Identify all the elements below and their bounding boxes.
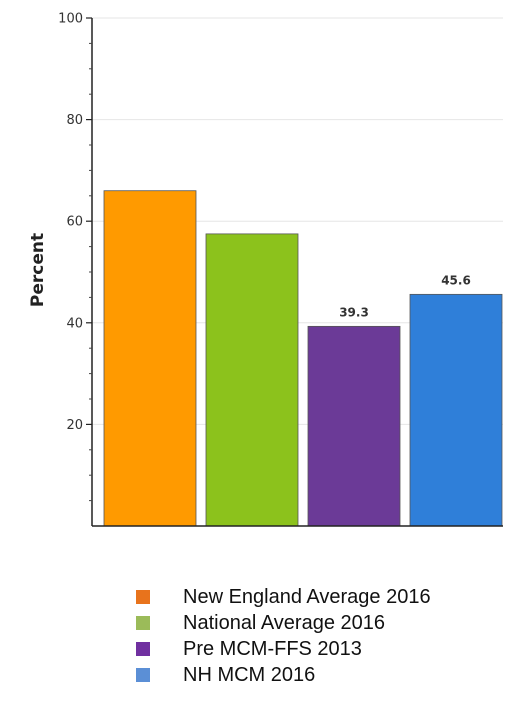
y-axis-ticks: 20 40 60 80 100 xyxy=(58,12,92,502)
bars xyxy=(103,190,503,527)
data-labels: 39.3 45.6 xyxy=(339,273,471,319)
y-tick-label: 100 xyxy=(58,12,83,27)
legend-item: New England Average 2016 xyxy=(136,584,431,610)
bar xyxy=(205,233,299,527)
legend-swatch xyxy=(136,642,150,656)
y-tick-label: 40 xyxy=(66,316,83,331)
y-axis-label: Percent xyxy=(28,233,48,307)
legend-item: Pre MCM-FFS 2013 xyxy=(136,636,431,662)
y-tick-label: 80 xyxy=(66,113,83,128)
bar xyxy=(103,190,197,527)
bar-chart: 39.3 45.6 20 40 60 80 100 Percent xyxy=(28,12,503,527)
legend-label: NH MCM 2016 xyxy=(183,663,316,686)
legend-swatch xyxy=(136,590,150,604)
bar xyxy=(307,325,401,527)
legend-item: National Average 2016 xyxy=(136,610,431,636)
y-tick-label: 60 xyxy=(66,215,83,230)
bar xyxy=(409,293,503,527)
data-label: 39.3 xyxy=(339,305,369,319)
legend: New England Average 2016 National Averag… xyxy=(136,584,431,688)
y-tick-label: 20 xyxy=(66,418,83,433)
legend-swatch xyxy=(136,616,150,630)
data-label: 45.6 xyxy=(441,273,471,287)
legend-item: NH MCM 2016 xyxy=(136,662,431,688)
legend-label: New England Average 2016 xyxy=(183,585,431,608)
legend-label: National Average 2016 xyxy=(183,611,386,634)
legend-label: Pre MCM-FFS 2013 xyxy=(183,637,362,660)
legend-swatch xyxy=(136,668,150,682)
